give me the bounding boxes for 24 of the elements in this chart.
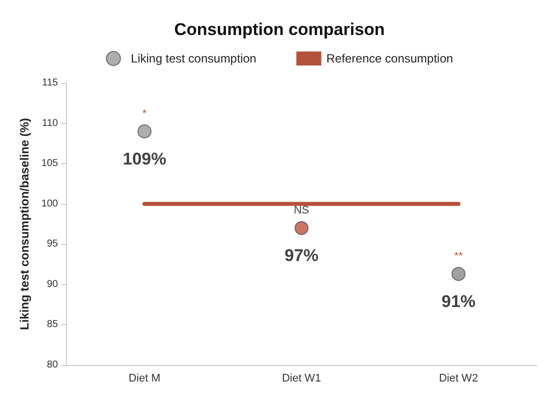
data-label: 97% bbox=[284, 246, 319, 266]
data-label: 109% bbox=[122, 149, 166, 168]
y-tick-label: 105 bbox=[41, 158, 58, 170]
y-tick-label: 90 bbox=[46, 278, 58, 290]
legend-label: Liking test consumption bbox=[130, 52, 256, 66]
legend-label: Reference consumption bbox=[326, 52, 454, 66]
point bbox=[294, 221, 308, 236]
point bbox=[138, 124, 152, 138]
y-tick-label: 110 bbox=[42, 118, 58, 129]
x-tick-label: Diet W2 bbox=[438, 372, 478, 384]
annotation: * bbox=[142, 108, 148, 120]
y-tick-label: 95 bbox=[46, 238, 58, 250]
y-tick-label: 85 bbox=[46, 319, 58, 330]
data-label: 91% bbox=[441, 292, 476, 311]
y-tick-label: 115 bbox=[42, 78, 58, 88]
annotation: NS bbox=[294, 204, 310, 217]
point bbox=[452, 266, 466, 281]
x-tick-label: Diet M bbox=[128, 372, 160, 384]
y-axis-title: Liking test consumption/baseline (%) bbox=[17, 118, 32, 330]
y-tick-label: 100 bbox=[41, 198, 58, 210]
annotation: ** bbox=[454, 250, 464, 262]
chart-title: Consumption comparison bbox=[174, 20, 385, 39]
x-tick-label: Diet W1 bbox=[282, 372, 322, 384]
y-tick-label: 80 bbox=[46, 360, 58, 370]
